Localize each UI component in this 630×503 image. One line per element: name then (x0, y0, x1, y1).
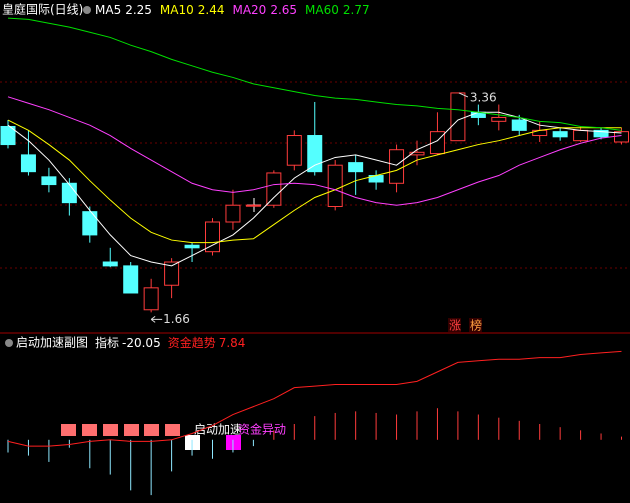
legend-name: MA60 (305, 3, 339, 17)
badge: 涨 (449, 318, 461, 333)
candle-body (205, 221, 220, 253)
candle-body (450, 92, 466, 142)
signal-block (61, 424, 76, 436)
signal-block (82, 424, 97, 436)
legend-value: 2.65 (270, 3, 297, 17)
title: 皇庭国际(日线) (2, 2, 83, 17)
legend-value: -20.05 (122, 336, 161, 350)
badge-bg (448, 318, 461, 332)
legend-dot (5, 339, 13, 347)
legend-entry: MA20 2.65 (232, 3, 297, 17)
legend-value: 7.84 (219, 336, 246, 350)
badge: 榜 (470, 318, 482, 333)
signal-block (124, 424, 139, 436)
candle-body (327, 164, 343, 208)
legend-name: 资金趋势 (168, 335, 216, 350)
candle-body (82, 211, 98, 236)
legend-entry: MA10 2.44 (160, 3, 225, 17)
candle-body (389, 149, 405, 184)
candle-body (123, 265, 139, 294)
candle-body (245, 204, 261, 207)
pink-blocks (61, 424, 180, 436)
candle-body (286, 135, 302, 166)
legend-value: 2.25 (125, 3, 152, 17)
ma-line (7, 96, 622, 206)
badge-bg (469, 318, 482, 332)
candle-body (593, 129, 609, 138)
candle-body (552, 131, 568, 138)
trend-line (7, 350, 622, 447)
candle-body (225, 204, 241, 223)
candle-body (0, 125, 16, 146)
candle-body (41, 176, 57, 186)
ma-line (7, 17, 622, 131)
legend-value: 2.77 (343, 3, 370, 17)
ma-line (7, 119, 622, 244)
candle-body (143, 287, 159, 311)
legend-name: 指标 (95, 335, 119, 350)
signal-label: 启动加速 (194, 423, 242, 437)
legend-name: MA10 (160, 3, 194, 17)
candle-body (573, 129, 589, 142)
legend-entry: MA5 2.25 (95, 3, 152, 17)
arrow (458, 92, 469, 98)
candle-body (307, 135, 323, 173)
candle-body (614, 131, 629, 143)
fund-block (226, 435, 241, 450)
candle-body (409, 151, 425, 156)
signal-block (144, 424, 159, 436)
low-label: 1.66 (163, 312, 190, 326)
indicator-legend: 资金趋势7.84 (168, 335, 246, 350)
candle-body (491, 116, 507, 122)
legend-value: 2.44 (198, 3, 225, 17)
candle-body (184, 244, 200, 249)
candle-body (511, 119, 527, 131)
legend-dot (83, 6, 91, 14)
candle-body (348, 162, 364, 173)
candle-body (164, 261, 180, 286)
candle-body (20, 154, 36, 173)
indicator-legend: 指标-20.05 (95, 335, 161, 350)
signal-block (103, 424, 118, 436)
legend-entry: MA60 2.77 (305, 3, 370, 17)
high-label: 3.36 (470, 90, 497, 104)
legend-name: MA20 (232, 3, 266, 17)
candle-body (266, 172, 282, 206)
sub-title: 启动加速副图 (16, 336, 88, 350)
signal-block (165, 424, 180, 436)
candle-body (102, 261, 118, 267)
legend-name: MA5 (95, 3, 121, 17)
candle-body (61, 182, 77, 204)
arrow (150, 315, 163, 323)
signal-label: 资金异动 (238, 422, 286, 437)
grid (0, 81, 630, 269)
